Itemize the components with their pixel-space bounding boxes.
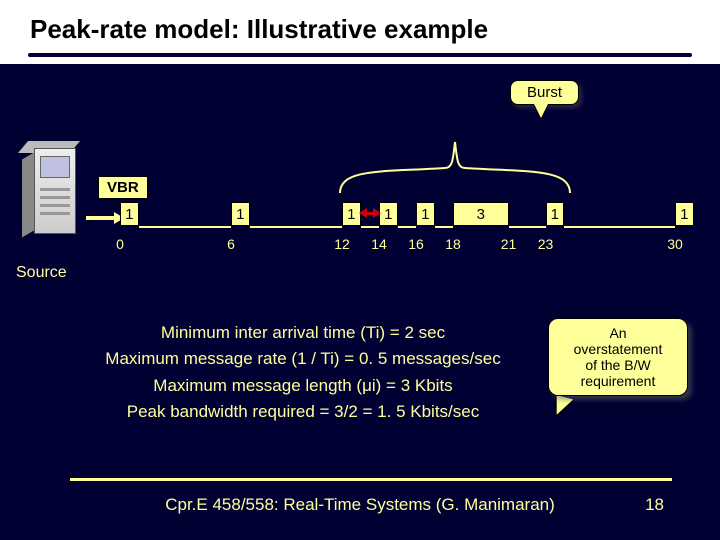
burst-label: Burst — [510, 80, 579, 105]
tick-label: 18 — [445, 236, 461, 252]
axis-segment — [398, 226, 417, 228]
tick-label: 16 — [408, 236, 424, 252]
message-box: 1 — [416, 202, 435, 226]
overstatement-callout: An overstatement of the B/W requirement — [548, 318, 688, 396]
page-number: 18 — [645, 495, 664, 515]
tick-label: 12 — [334, 236, 350, 252]
body-line-1: Minimum inter arrival time (Ti) = 2 sec — [88, 320, 518, 346]
axis-segment — [435, 226, 454, 228]
body-line-3: Maximum message length (μi) = 3 Kbits — [88, 373, 518, 399]
axis-segment — [139, 226, 232, 228]
gap-double-arrow-icon — [365, 212, 376, 215]
axis-segment — [564, 226, 675, 228]
vbr-label: VBR — [98, 176, 148, 199]
tick-label: 6 — [227, 236, 235, 252]
slide-title: Peak-rate model: Illustrative example — [0, 0, 720, 49]
tick-label: 21 — [501, 236, 517, 252]
message-box: 1 — [231, 202, 250, 226]
footer-rule — [70, 478, 672, 481]
tick-label: 23 — [538, 236, 554, 252]
message-box: 1 — [546, 202, 565, 226]
brace-icon — [335, 128, 575, 198]
body-text: Minimum inter arrival time (Ti) = 2 sec … — [88, 320, 518, 425]
tick-label: 14 — [371, 236, 387, 252]
footer-text: Cpr.E 458/558: Real-Time Systems (G. Man… — [0, 495, 720, 515]
source-label: Source — [16, 264, 67, 282]
tick-label: 30 — [667, 236, 683, 252]
axis-segment — [250, 226, 343, 228]
message-box: 3 — [453, 202, 509, 226]
timeline: 111113110612141618212330 — [120, 202, 690, 262]
vbr-arrow-icon — [86, 211, 124, 225]
axis-segment — [509, 226, 546, 228]
body-line-2: Maximum message rate (1 / Ti) = 0. 5 mes… — [88, 346, 518, 372]
burst-callout: Burst — [510, 80, 579, 105]
body-line-4: Peak bandwidth required = 3/2 = 1. 5 Kbi… — [88, 399, 518, 425]
server-icon — [22, 148, 80, 238]
tick-label: 0 — [116, 236, 124, 252]
title-underline — [28, 53, 692, 57]
message-box: 1 — [675, 202, 694, 226]
message-box: 1 — [120, 202, 139, 226]
axis-segment — [361, 226, 380, 228]
message-box: 1 — [379, 202, 398, 226]
